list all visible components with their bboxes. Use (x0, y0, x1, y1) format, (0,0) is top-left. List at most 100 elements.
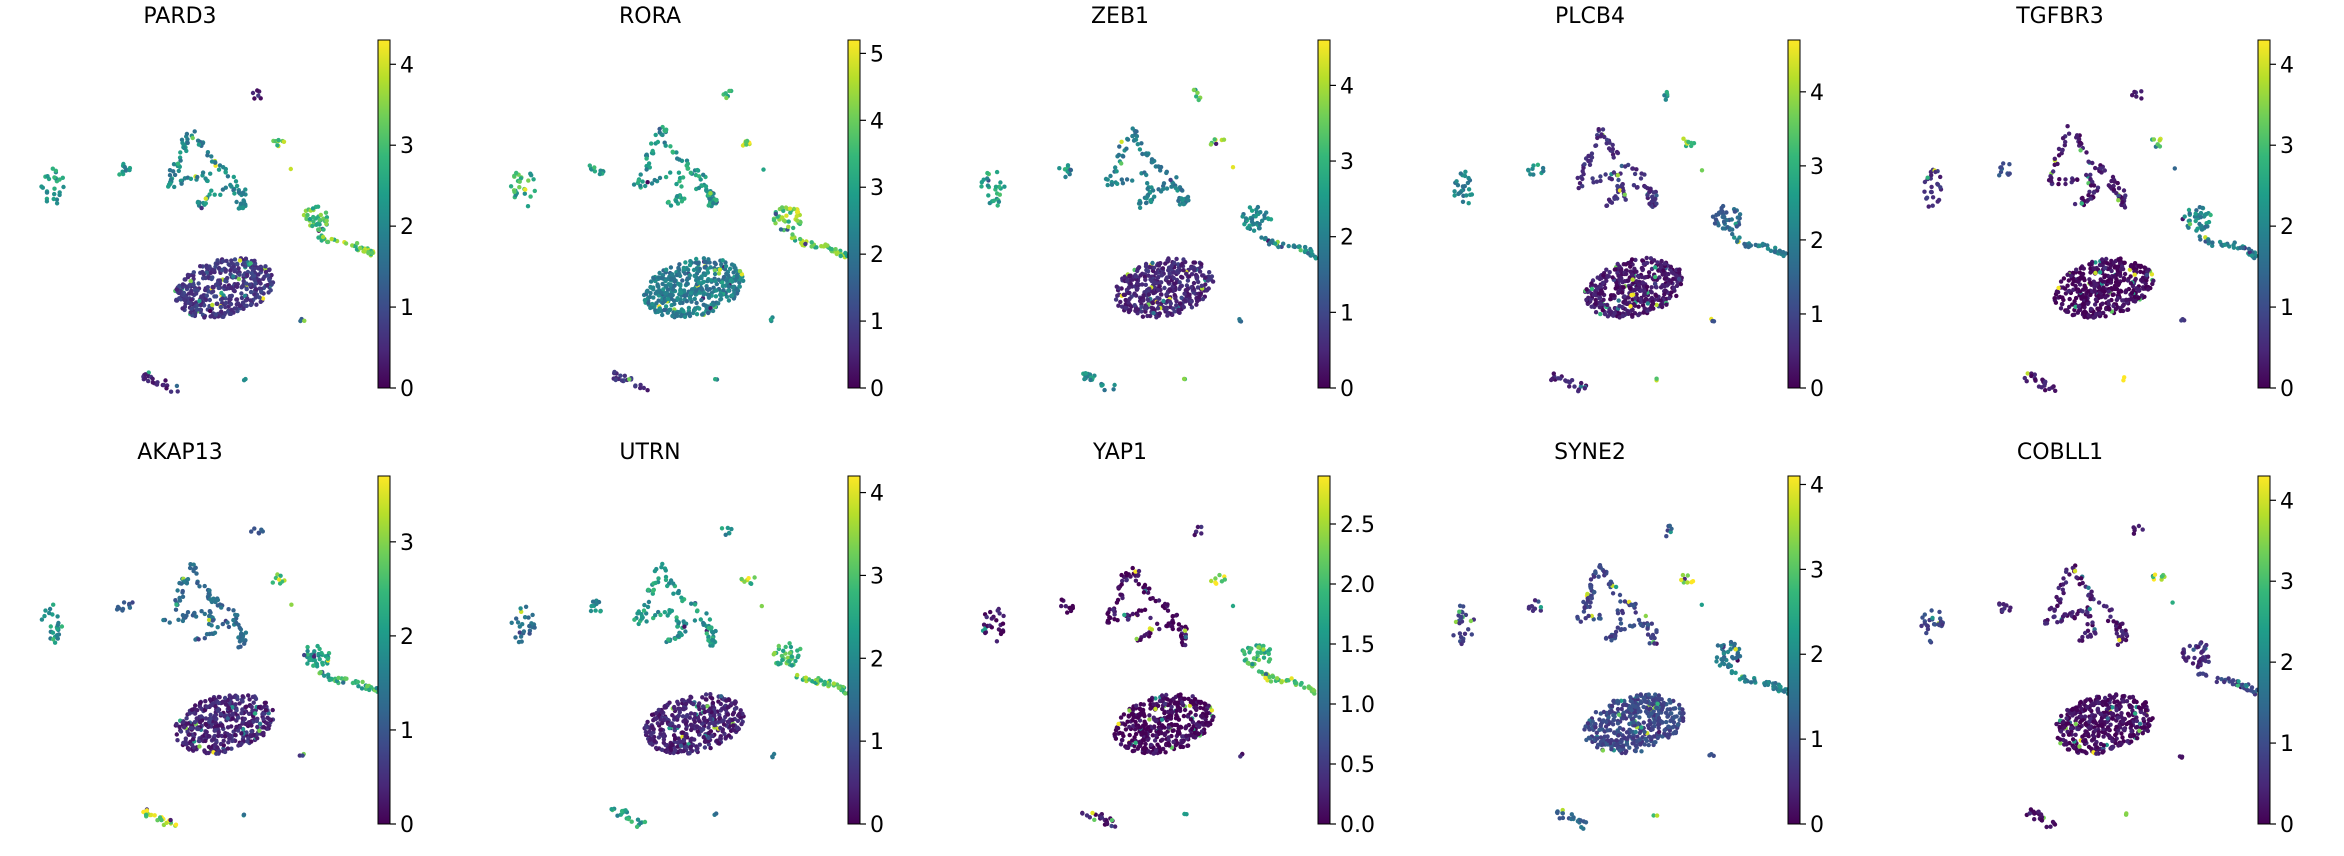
cell-point (182, 146, 186, 150)
cell-point (843, 251, 847, 255)
cell-point (2103, 266, 2107, 270)
cell-point (2173, 166, 2177, 170)
cell-point (236, 645, 240, 649)
cell-point (2139, 89, 2143, 93)
cell-point (787, 219, 791, 223)
cell-point (519, 634, 523, 638)
cell-point (1199, 291, 1203, 295)
cell-point (672, 733, 676, 737)
cell-point (676, 634, 680, 638)
cell-point (1592, 293, 1596, 297)
cell-point (1162, 181, 1166, 185)
cell-point (665, 584, 669, 588)
cell-point (2199, 215, 2203, 219)
cell-point (526, 204, 530, 208)
cell-point (224, 301, 228, 305)
cell-point (2056, 182, 2060, 186)
cell-point (1125, 279, 1129, 283)
cell-point (213, 631, 217, 635)
cell-point (181, 282, 185, 286)
cell-point (239, 731, 243, 735)
cell-point (707, 731, 711, 735)
cell-point (55, 201, 59, 205)
cell-point (2088, 263, 2092, 267)
cell-point (623, 808, 627, 812)
cell-point (234, 200, 238, 204)
cell-point (687, 751, 691, 755)
cell-point (179, 581, 183, 585)
cell-point (366, 250, 370, 254)
cell-point (2065, 124, 2069, 128)
cell-point (517, 640, 521, 644)
cell-point (2074, 296, 2078, 300)
cell-point (732, 710, 736, 714)
cell-point (1192, 281, 1196, 285)
cell-point (1166, 312, 1170, 316)
cell-point (1200, 284, 1204, 288)
cell-point (746, 576, 750, 580)
cell-point (117, 172, 121, 176)
cell-point (724, 264, 728, 268)
cell-point (1209, 142, 1213, 146)
cell-point (1649, 285, 1653, 289)
cell-point (679, 291, 683, 295)
cell-point (1605, 203, 1609, 207)
cell-point (2111, 175, 2115, 179)
cell-point (1281, 242, 1285, 246)
cell-point (680, 599, 684, 603)
cell-point (719, 702, 723, 706)
cell-point (787, 641, 791, 645)
cell-point (726, 526, 730, 530)
cell-point (2137, 296, 2141, 300)
cell-point (688, 259, 692, 263)
cell-point (533, 189, 537, 193)
cell-point (1662, 292, 1666, 296)
cell-point (784, 645, 788, 649)
cell-point (706, 725, 710, 729)
cell-point (514, 616, 518, 620)
cell-point (2007, 162, 2011, 166)
cell-point (245, 739, 249, 743)
cell-point (195, 708, 199, 712)
cell-point (213, 743, 217, 747)
cell-point (1617, 304, 1621, 308)
cell-point (1211, 279, 1215, 283)
cell-point (1601, 298, 1605, 302)
cell-point (509, 184, 513, 188)
cell-point (1719, 206, 1723, 210)
cell-point (1213, 137, 1217, 141)
cell-point (200, 270, 204, 274)
cell-point (305, 661, 309, 665)
cell-point (217, 168, 221, 172)
cell-point (703, 265, 707, 269)
cell-point (1623, 192, 1627, 196)
cell-point (659, 710, 663, 714)
cell-point (788, 211, 792, 215)
cell-point (1677, 268, 1681, 272)
cell-point (1577, 387, 1581, 391)
cell-point (724, 96, 728, 100)
cell-point (208, 717, 212, 721)
cell-point (1148, 198, 1152, 202)
cell-point (683, 260, 687, 264)
cell-point (1237, 317, 1241, 321)
cell-point (1197, 98, 1201, 102)
cell-point (675, 296, 679, 300)
cell-point (1231, 165, 1235, 169)
cell-point (2029, 374, 2033, 378)
cell-point (1303, 245, 1307, 249)
cell-point (790, 232, 794, 236)
cell-point (718, 736, 722, 740)
cell-point (1603, 172, 1607, 176)
cell-point (190, 291, 194, 295)
cell-point (2089, 307, 2093, 311)
cell-point (321, 227, 325, 231)
cell-point (655, 290, 659, 294)
cell-point (61, 185, 65, 189)
cell-point (686, 268, 690, 272)
cell-point (1672, 286, 1676, 290)
cell-point (155, 380, 159, 384)
cell-point (790, 654, 794, 658)
